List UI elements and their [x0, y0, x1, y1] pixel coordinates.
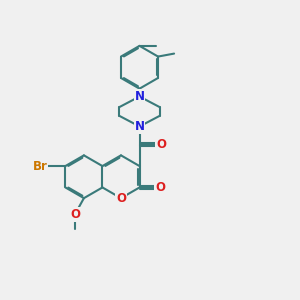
- Text: O: O: [70, 208, 80, 221]
- Text: O: O: [116, 192, 126, 205]
- Text: O: O: [156, 138, 166, 151]
- Text: Br: Br: [32, 160, 47, 172]
- Text: N: N: [134, 120, 145, 133]
- Text: N: N: [134, 90, 145, 103]
- Text: O: O: [155, 181, 165, 194]
